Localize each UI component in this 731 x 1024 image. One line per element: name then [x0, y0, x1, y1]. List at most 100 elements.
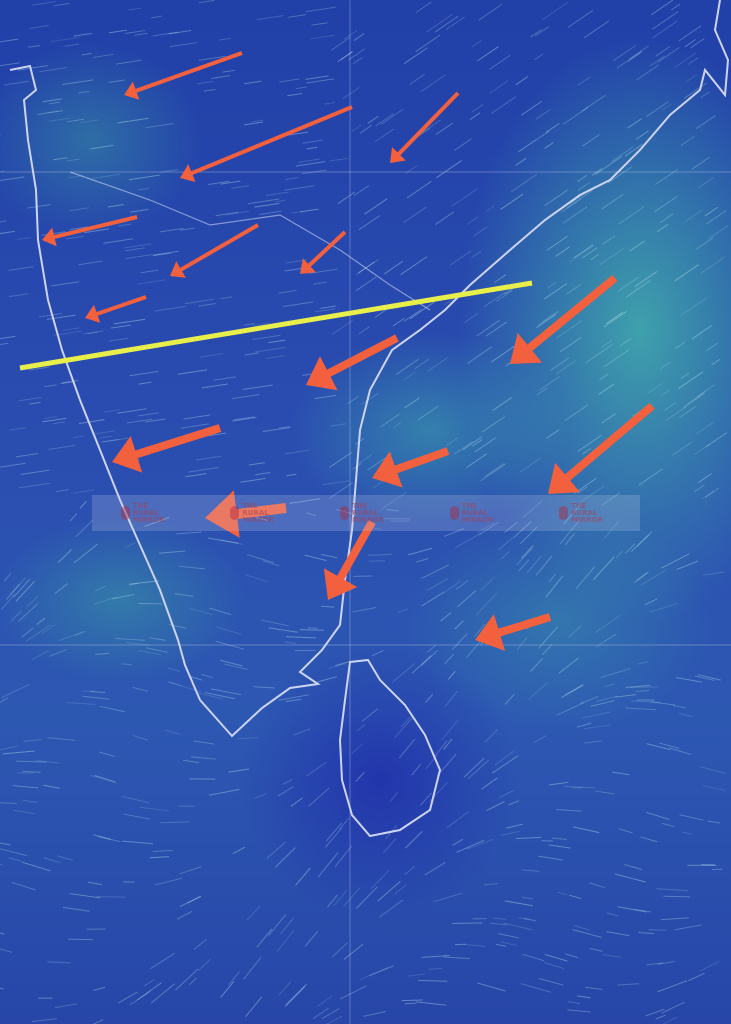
streamline	[352, 56, 363, 64]
streamline	[355, 771, 365, 782]
streamline	[591, 167, 603, 176]
streamline	[657, 960, 675, 965]
streamline	[704, 206, 719, 217]
streamline	[522, 953, 545, 962]
streamline	[596, 695, 619, 702]
streamline	[233, 416, 255, 421]
streamline	[137, 187, 149, 191]
streamline	[515, 157, 527, 166]
streamline	[535, 314, 557, 329]
streamline	[331, 319, 354, 335]
streamline	[317, 995, 333, 1007]
streamline	[196, 455, 222, 461]
streamline	[330, 36, 351, 51]
streamline	[398, 608, 408, 614]
streamline	[490, 345, 516, 363]
streamline	[454, 138, 472, 151]
streamline	[579, 695, 599, 704]
streamline	[2, 750, 35, 755]
streamline	[0, 745, 17, 751]
streamline	[646, 743, 671, 751]
streamline	[389, 791, 399, 803]
streamline	[208, 788, 240, 796]
streamline	[116, 408, 147, 414]
streamline	[314, 394, 337, 400]
streamline	[340, 51, 353, 61]
streamline	[434, 211, 455, 225]
streamline	[675, 677, 702, 683]
streamline	[367, 115, 379, 124]
streamline	[659, 213, 674, 224]
streamline	[9, 427, 26, 431]
streamline	[705, 487, 719, 498]
streamline	[415, 34, 441, 53]
streamline	[679, 814, 704, 821]
streamline	[12, 785, 39, 789]
streamline	[600, 339, 613, 349]
streamline	[697, 674, 721, 681]
streamline	[503, 922, 532, 931]
streamline	[473, 623, 486, 638]
streamline	[152, 31, 178, 37]
streamline	[222, 69, 235, 73]
streamline	[515, 76, 529, 86]
streamline	[606, 311, 624, 325]
streamline	[665, 405, 688, 422]
streamline	[320, 305, 336, 309]
streamline	[112, 593, 135, 600]
streamline	[577, 181, 590, 191]
streamline	[154, 877, 183, 886]
streamline	[527, 682, 548, 701]
streamline	[558, 657, 579, 674]
streamline	[707, 820, 721, 824]
streamline	[185, 473, 207, 478]
streamline	[577, 76, 591, 86]
streamline	[697, 176, 715, 189]
streamline	[545, 575, 564, 598]
watermark-text: THE RURAL MIRROR	[461, 501, 494, 524]
streamline	[638, 932, 654, 935]
streamline	[299, 208, 319, 213]
streamline	[210, 688, 242, 696]
streamline	[215, 640, 244, 650]
streamline	[601, 413, 616, 424]
streamline	[421, 564, 450, 579]
streamline	[291, 208, 319, 214]
streamline	[228, 971, 240, 986]
streamline	[20, 469, 50, 475]
streamline	[117, 117, 149, 124]
streamline	[491, 96, 517, 114]
streamline	[492, 917, 507, 920]
streamline	[633, 571, 649, 584]
streamline	[625, 543, 636, 554]
streamline	[285, 983, 308, 1006]
streamline	[213, 376, 236, 381]
streamline	[374, 307, 389, 319]
streamline	[501, 551, 510, 560]
watermark-logo: THE RURAL MIRROR	[449, 501, 502, 524]
streamline	[262, 426, 291, 433]
streamline	[360, 392, 379, 406]
streamline	[603, 310, 628, 328]
streamline	[646, 811, 670, 820]
streamline	[454, 532, 482, 549]
streamline	[140, 269, 159, 274]
streamline	[247, 198, 280, 205]
streamline	[61, 79, 94, 86]
streamline	[625, 707, 657, 711]
streamline	[562, 206, 588, 224]
streamline	[179, 895, 201, 908]
streamline	[187, 895, 201, 904]
streamline	[138, 649, 162, 656]
streamline	[0, 170, 5, 173]
streamline	[245, 574, 268, 583]
streamline	[504, 521, 518, 533]
streamline	[184, 298, 214, 305]
streamline	[395, 358, 419, 376]
streamline	[199, 353, 223, 358]
streamline	[435, 122, 454, 136]
streamline	[625, 684, 651, 688]
streamline	[481, 416, 506, 433]
streamline	[308, 787, 330, 807]
streamline	[121, 663, 132, 666]
